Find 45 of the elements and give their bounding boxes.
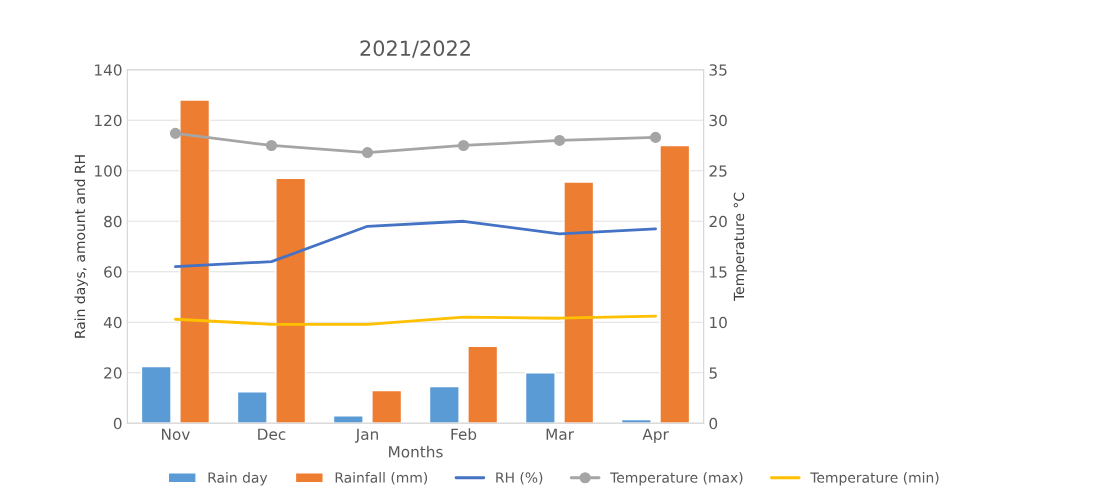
x-tick-label: Mar bbox=[546, 428, 574, 440]
y2-tick-label: 20 bbox=[709, 215, 727, 228]
legend-label: RH (%) bbox=[496, 472, 543, 485]
legend-label: Temperature (min) bbox=[810, 472, 939, 486]
y-tick-label: 20 bbox=[104, 367, 122, 379]
y-tick-label: 40 bbox=[103, 316, 122, 329]
y2-tick-label: 10 bbox=[710, 316, 727, 329]
x-tick-label: Nov bbox=[162, 428, 190, 440]
y2-tick-label: 5 bbox=[709, 367, 717, 379]
legend-label: Temperature (max) bbox=[610, 472, 743, 486]
x-tick-label: Dec bbox=[258, 428, 286, 440]
line-series bbox=[174, 314, 657, 326]
legend-label: Rainfall (mm) bbox=[335, 472, 428, 485]
y2-tick-label: 35 bbox=[709, 64, 727, 76]
bar bbox=[563, 181, 595, 424]
bar bbox=[140, 365, 172, 424]
y-tick-label: 140 bbox=[95, 64, 122, 76]
legend-label: Rain day bbox=[208, 472, 268, 486]
y-tick-label: 120 bbox=[95, 114, 122, 127]
y-tick-label: 60 bbox=[104, 266, 122, 278]
bar bbox=[659, 144, 691, 424]
bar bbox=[620, 418, 652, 424]
y2-tick-label: 25 bbox=[709, 165, 727, 177]
line-series bbox=[174, 219, 657, 269]
y2-tick-label: 15 bbox=[710, 266, 727, 278]
bar bbox=[524, 372, 556, 424]
x-tick-label: Feb bbox=[451, 428, 477, 440]
y-tick-label: 100 bbox=[95, 165, 122, 177]
bar bbox=[428, 385, 460, 424]
x-axis-title: Months bbox=[389, 445, 443, 458]
bar bbox=[275, 177, 307, 424]
bar bbox=[371, 389, 403, 424]
y2-tick-label: 0 bbox=[709, 417, 718, 430]
y2-axis-title: Temperature °C bbox=[733, 192, 747, 302]
bar bbox=[332, 415, 364, 424]
bar bbox=[179, 99, 211, 424]
y-axis-title: Rain days, amount and RH bbox=[74, 155, 88, 338]
bar bbox=[236, 391, 268, 424]
y-tick-label: 80 bbox=[104, 215, 122, 228]
y2-tick-label: 30 bbox=[709, 114, 727, 127]
chart-title: 2021/2022 bbox=[360, 40, 470, 58]
x-tick-label: Apr bbox=[642, 428, 669, 443]
x-tick-label: Jan bbox=[354, 428, 378, 443]
bar bbox=[467, 345, 499, 424]
y-tick-label: 0 bbox=[113, 417, 122, 430]
